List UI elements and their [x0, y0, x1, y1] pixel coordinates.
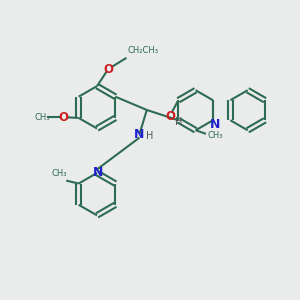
Text: N: N — [210, 118, 220, 131]
Text: N: N — [134, 128, 145, 141]
Text: H: H — [146, 130, 154, 141]
Text: CH₂CH₃: CH₂CH₃ — [128, 46, 159, 56]
Text: N: N — [92, 166, 103, 179]
Text: O: O — [58, 111, 68, 124]
Text: CH₃: CH₃ — [207, 131, 223, 140]
Text: CH₃: CH₃ — [52, 169, 67, 178]
Text: O: O — [165, 110, 175, 123]
Text: CH₃: CH₃ — [34, 113, 50, 122]
Text: O: O — [103, 62, 113, 76]
Text: H: H — [175, 117, 182, 127]
